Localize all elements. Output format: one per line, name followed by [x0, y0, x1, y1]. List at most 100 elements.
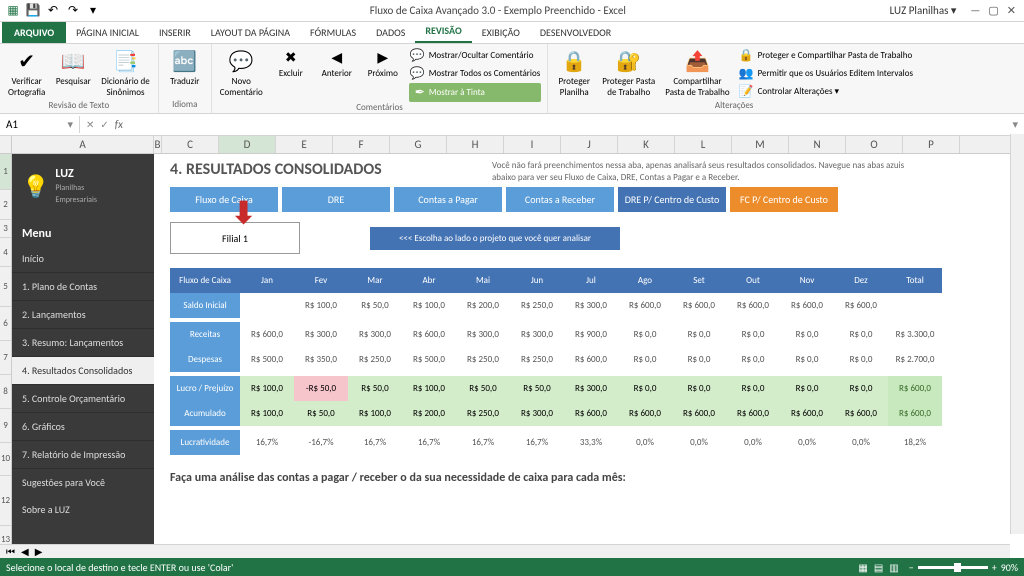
- expand-formula-icon[interactable]: ▾: [1006, 118, 1024, 131]
- data-cell[interactable]: R$ 2.700,0: [888, 347, 942, 372]
- minimize-icon[interactable]: —: [970, 4, 980, 17]
- data-cell[interactable]: R$ 50,0: [348, 293, 402, 318]
- data-cell[interactable]: R$ 250,0: [456, 347, 510, 372]
- row-header[interactable]: 10: [0, 443, 11, 477]
- sidebar-item-active[interactable]: 4. Resultados Consolidados: [12, 357, 154, 385]
- data-cell[interactable]: 0,0%: [726, 430, 780, 455]
- horizontal-scrollbar[interactable]: ⏮ ◀ ▶: [0, 544, 1010, 558]
- select-all-corner[interactable]: [0, 136, 12, 153]
- data-cell[interactable]: 16,7%: [240, 430, 294, 455]
- data-cell[interactable]: R$ 0,0: [726, 322, 780, 347]
- zoom-level[interactable]: 90%: [1001, 561, 1018, 574]
- col-header[interactable]: E: [276, 136, 333, 153]
- data-cell[interactable]: R$ 100,0: [348, 401, 402, 426]
- data-cell[interactable]: R$ 100,0: [294, 293, 348, 318]
- redo-icon[interactable]: ↷: [64, 2, 82, 20]
- data-cell[interactable]: R$ 0,0: [780, 322, 834, 347]
- data-cell[interactable]: [240, 293, 294, 318]
- data-cell[interactable]: R$ 600,0: [402, 322, 456, 347]
- undo-icon[interactable]: ↶: [44, 2, 62, 20]
- spellcheck-button[interactable]: ✔Verificar Ortografia: [6, 47, 47, 100]
- pagebreak-view-icon[interactable]: ▥: [889, 561, 898, 574]
- row-header[interactable]: 8: [0, 375, 11, 409]
- cancel-icon[interactable]: ✕: [86, 118, 94, 131]
- tab-arquivo[interactable]: ARQUIVO: [2, 22, 66, 43]
- data-cell[interactable]: R$ 300,0: [510, 401, 564, 426]
- tab-formulas[interactable]: FÓRMULAS: [300, 22, 366, 43]
- row-header[interactable]: 9: [0, 409, 11, 443]
- excel-icon[interactable]: ▦: [4, 2, 22, 20]
- data-cell[interactable]: R$ 600,0: [726, 293, 780, 318]
- data-cell[interactable]: -16,7%: [294, 430, 348, 455]
- row-header[interactable]: 7: [0, 341, 11, 375]
- row-header[interactable]: 4: [0, 238, 11, 268]
- data-cell[interactable]: R$ 250,0: [510, 347, 564, 372]
- col-header[interactable]: H: [447, 136, 504, 153]
- row-header[interactable]: 1: [0, 154, 11, 190]
- data-cell[interactable]: R$ 500,0: [402, 347, 456, 372]
- data-cell[interactable]: R$ 600,0: [564, 347, 618, 372]
- data-cell[interactable]: R$ 0,0: [834, 347, 888, 372]
- data-cell[interactable]: 16,7%: [456, 430, 510, 455]
- sidebar-item[interactable]: 6. Gráficos: [12, 413, 154, 441]
- data-cell[interactable]: R$ 300,0: [348, 322, 402, 347]
- data-cell[interactable]: R$ 50,0: [510, 376, 564, 401]
- data-cell[interactable]: R$ 0,0: [726, 347, 780, 372]
- data-cell[interactable]: R$ 50,0: [456, 376, 510, 401]
- data-cell[interactable]: R$ 300,0: [564, 376, 618, 401]
- tab-exibicao[interactable]: EXIBIÇÃO: [472, 22, 530, 43]
- data-cell[interactable]: R$ 0,0: [672, 322, 726, 347]
- data-cell[interactable]: R$ 100,0: [402, 376, 456, 401]
- zoom-out-icon[interactable]: −: [909, 561, 914, 574]
- menu-inicio[interactable]: Início: [12, 245, 154, 273]
- col-header[interactable]: M: [732, 136, 789, 153]
- data-cell[interactable]: R$ 0,0: [780, 347, 834, 372]
- col-header[interactable]: N: [789, 136, 846, 153]
- data-cell[interactable]: R$ 500,0: [240, 347, 294, 372]
- sidebar-item[interactable]: 7. Relatório de Impressão: [12, 441, 154, 469]
- about-link[interactable]: Sobre a LUZ: [12, 496, 154, 523]
- pagelayout-view-icon[interactable]: ▤: [874, 561, 883, 574]
- data-cell[interactable]: R$ 600,0: [240, 322, 294, 347]
- data-cell[interactable]: 0,0%: [618, 430, 672, 455]
- row-header[interactable]: 5: [0, 267, 11, 307]
- sidebar-item[interactable]: 1. Plano de Contas: [12, 273, 154, 301]
- zoom-slider[interactable]: [918, 566, 988, 569]
- formula-input[interactable]: [129, 118, 1001, 131]
- track-changes[interactable]: 📝Controlar Alterações ▾: [738, 83, 914, 100]
- new-comment-button[interactable]: 💬Novo Comentário: [218, 47, 265, 100]
- vertical-scrollbar[interactable]: [1010, 134, 1024, 534]
- col-header[interactable]: D: [219, 136, 276, 153]
- nav-pagar[interactable]: Contas a Pagar: [394, 187, 502, 212]
- translate-button[interactable]: 🔤Traduzir: [165, 47, 205, 89]
- maximize-icon[interactable]: ▢: [988, 4, 998, 17]
- col-header[interactable]: F: [333, 136, 390, 153]
- data-cell[interactable]: 16,7%: [348, 430, 402, 455]
- data-cell[interactable]: R$ 600,0: [780, 401, 834, 426]
- data-cell[interactable]: R$ 200,0: [402, 401, 456, 426]
- data-cell[interactable]: 18,2%: [888, 430, 942, 455]
- data-cell[interactable]: R$ 0,0: [834, 322, 888, 347]
- qat-dropdown-icon[interactable]: ▾: [84, 2, 102, 20]
- row-header[interactable]: 2: [0, 190, 11, 220]
- delete-comment-button[interactable]: ✖Excluir: [271, 47, 311, 81]
- tab-desenvolvedor[interactable]: DESENVOLVEDOR: [530, 22, 621, 43]
- data-cell[interactable]: 0,0%: [672, 430, 726, 455]
- data-cell[interactable]: R$ 0,0: [672, 347, 726, 372]
- data-cell[interactable]: R$ 300,0: [510, 322, 564, 347]
- data-cell[interactable]: R$ 600,0: [564, 401, 618, 426]
- row-header[interactable]: 3: [0, 220, 11, 238]
- data-cell[interactable]: -R$ 50,0: [294, 376, 348, 401]
- save-icon[interactable]: 💾: [24, 2, 42, 20]
- sidebar-item[interactable]: 5. Controle Orçamentário: [12, 385, 154, 413]
- data-cell[interactable]: R$ 600,0: [726, 401, 780, 426]
- col-header[interactable]: B: [154, 136, 162, 153]
- col-header[interactable]: O: [846, 136, 903, 153]
- next-comment-button[interactable]: ▶Próximo: [363, 47, 403, 81]
- data-cell[interactable]: [888, 293, 942, 318]
- col-header[interactable]: A: [12, 136, 154, 153]
- next-sheet-icon[interactable]: ▶: [35, 545, 43, 558]
- data-cell[interactable]: R$ 300,0: [564, 293, 618, 318]
- prev-comment-button[interactable]: ◀Anterior: [317, 47, 357, 81]
- sheet-tabs[interactable]: ⏮ ◀ ▶: [0, 545, 48, 558]
